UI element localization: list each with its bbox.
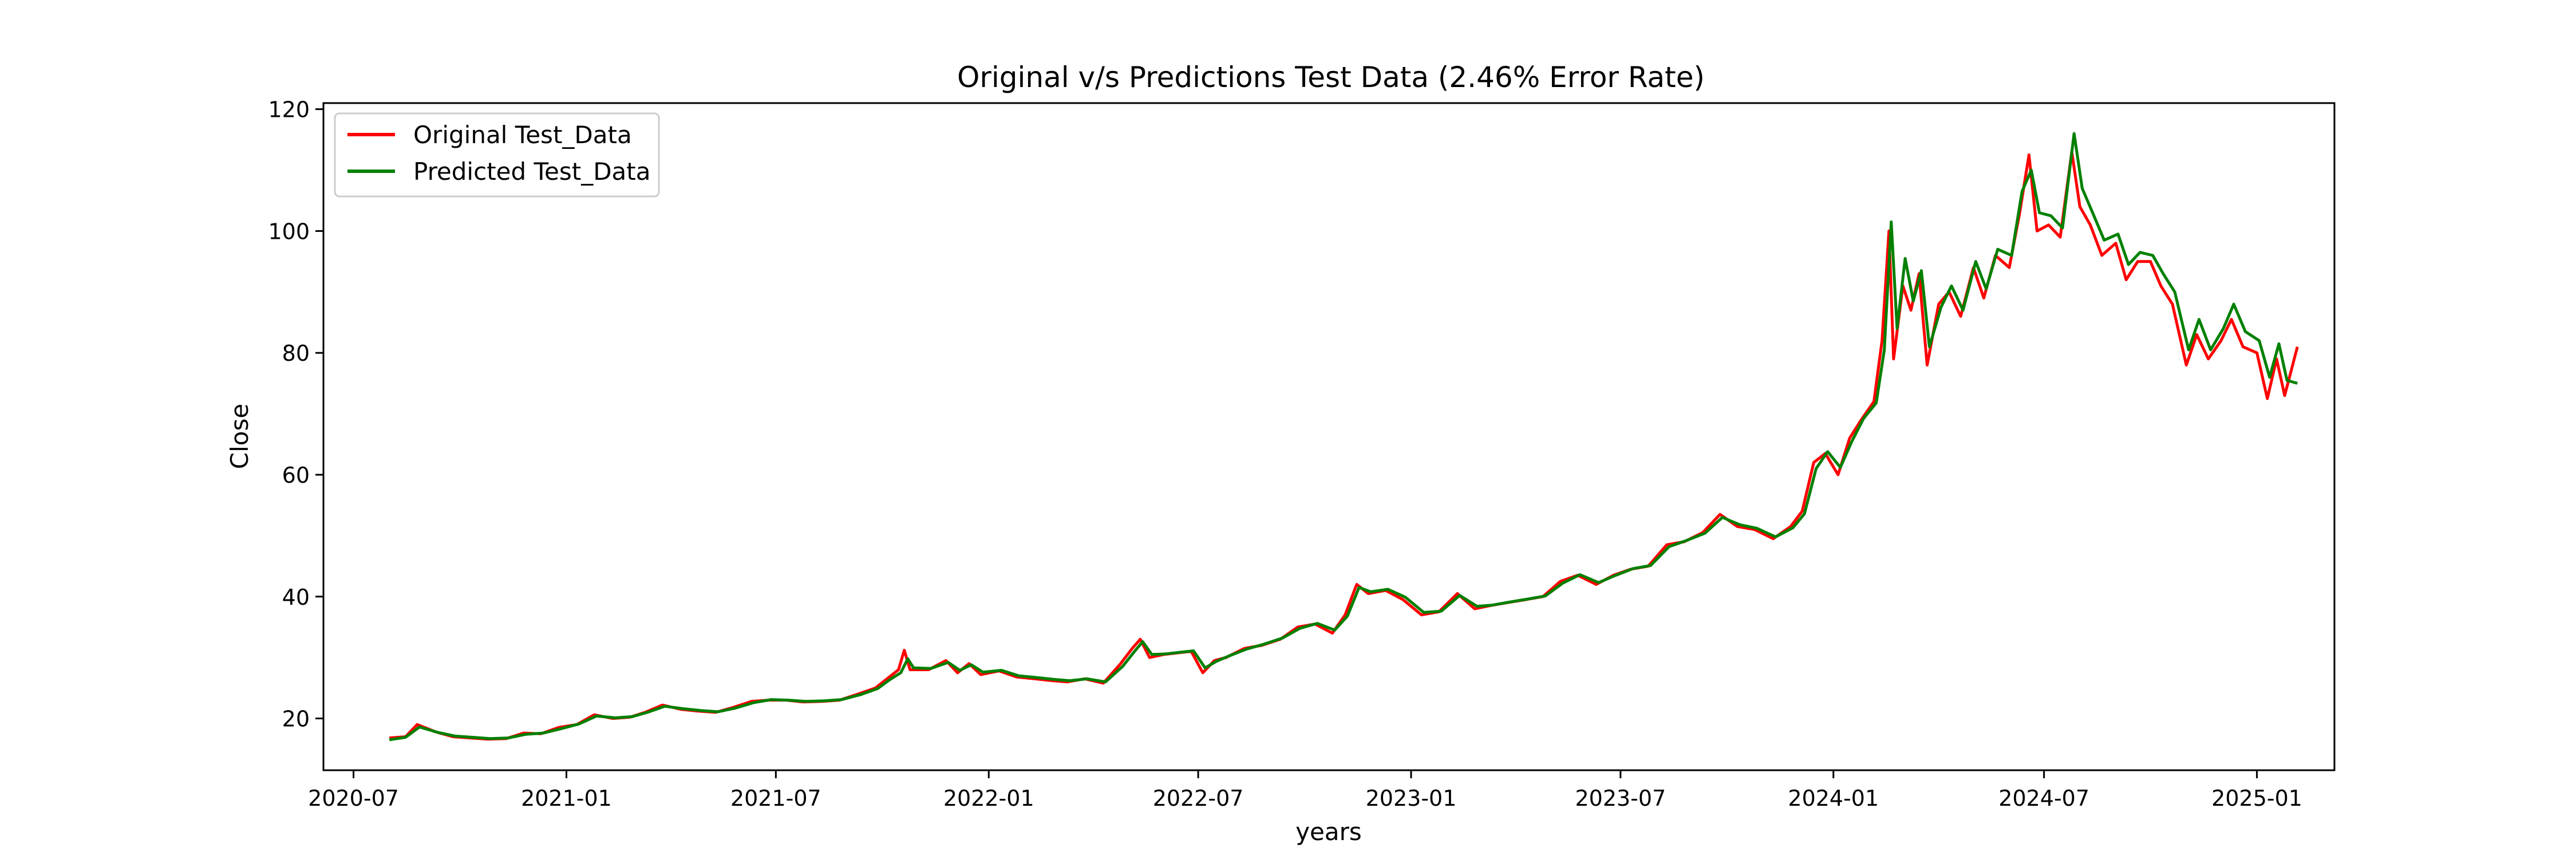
- y-axis-label: Close: [226, 404, 254, 469]
- plot-frame: [322, 102, 2336, 771]
- y-axis: 20 40 60 80 100 120: [268, 97, 323, 732]
- chart-title: Original v/s Predictions Test Data (2.46…: [957, 61, 1705, 94]
- legend-label-predicted: Predicted Test_Data: [413, 157, 651, 186]
- y-tick-label: 40: [282, 585, 310, 610]
- x-tick-label: 2023-07: [1575, 786, 1666, 811]
- x-axis: 2020-07 2021-01 2021-07 2022-01 2022-07 2023-…: [308, 770, 2302, 811]
- x-tick-label: 2025-01: [2211, 786, 2302, 811]
- legend-box: [334, 112, 660, 198]
- series-layer: [389, 132, 2299, 742]
- x-axis-label: years: [1295, 818, 1362, 846]
- x-tick-label: 2024-07: [1998, 786, 2089, 811]
- x-tick-label: 2022-01: [943, 786, 1034, 811]
- legend: Original Test_Data Predicted Test_Data: [334, 112, 660, 198]
- series-line-predicted: [389, 132, 2298, 742]
- legend-label-original: Original Test_Data: [413, 121, 632, 149]
- x-tick-label: 2022-07: [1153, 786, 1244, 811]
- y-tick-label: 80: [282, 341, 310, 366]
- x-tick-label: 2020-07: [308, 786, 399, 811]
- y-tick-label: 20: [282, 707, 310, 732]
- x-tick-label: 2021-07: [730, 786, 821, 811]
- x-tick-label: 2024-01: [1788, 786, 1879, 811]
- x-tick-label: 2023-01: [1366, 786, 1457, 811]
- x-tick-label: 2021-01: [521, 786, 612, 811]
- y-tick-label: 60: [282, 463, 310, 488]
- y-tick-label: 120: [268, 97, 310, 123]
- y-tick-label: 100: [268, 219, 310, 244]
